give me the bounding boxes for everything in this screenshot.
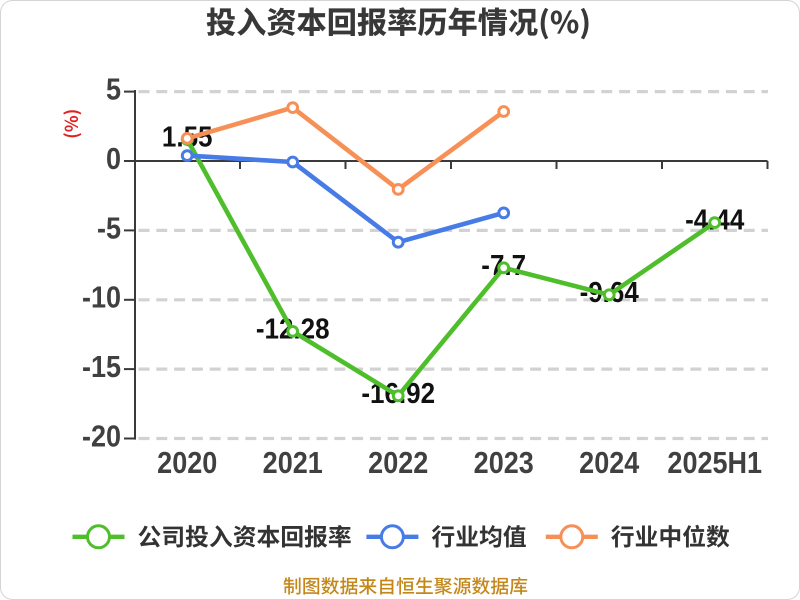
svg-text:2022: 2022 — [368, 447, 428, 481]
svg-text:2024: 2024 — [579, 447, 639, 481]
svg-text:2025H1: 2025H1 — [667, 447, 762, 481]
svg-text:-15: -15 — [82, 351, 121, 385]
svg-text:5: 5 — [106, 73, 121, 107]
svg-text:-20: -20 — [82, 420, 121, 454]
svg-text:-10: -10 — [82, 281, 121, 315]
svg-text:0: 0 — [106, 143, 121, 177]
svg-text:-5: -5 — [97, 212, 121, 246]
svg-text:2020: 2020 — [157, 447, 217, 481]
svg-text:2023: 2023 — [474, 447, 534, 481]
svg-text:2021: 2021 — [263, 447, 323, 481]
